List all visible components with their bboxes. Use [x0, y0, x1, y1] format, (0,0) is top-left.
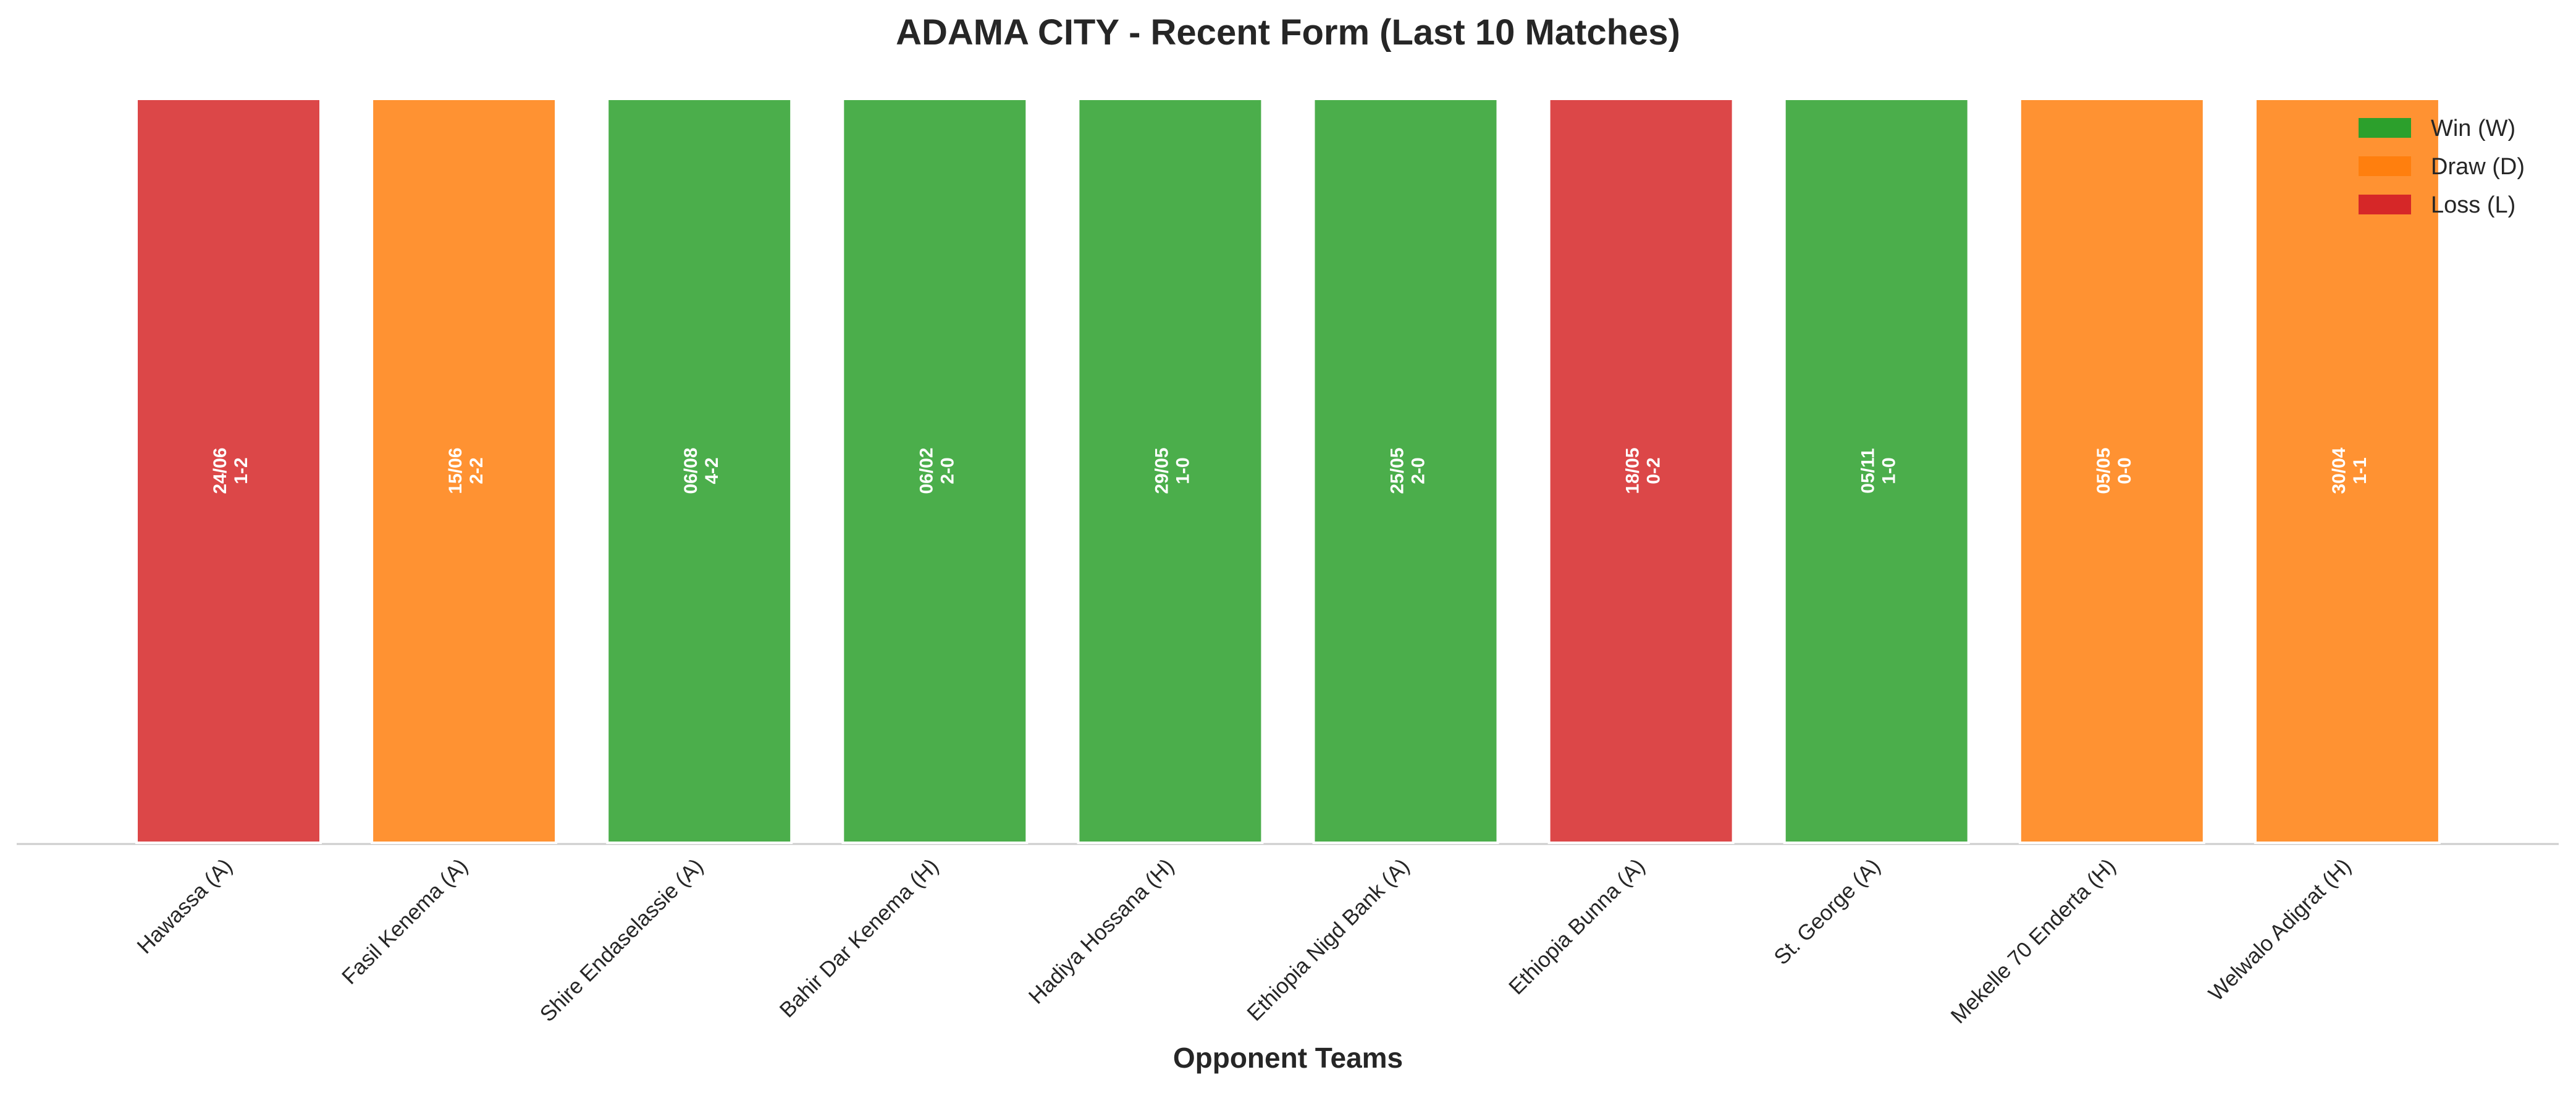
bar — [606, 98, 793, 844]
legend-swatch — [2359, 195, 2411, 214]
bar-label: 06/084-2 — [681, 447, 722, 494]
match-score: 2-0 — [1408, 457, 1429, 484]
bar-label: 25/052-0 — [1387, 447, 1429, 494]
legend-label: Win (W) — [2431, 116, 2515, 141]
match-score: 4-2 — [702, 457, 722, 484]
legend-label: Draw (D) — [2431, 154, 2525, 180]
bar — [2018, 98, 2205, 844]
match-score: 0-2 — [1644, 457, 1664, 484]
bar-label: 06/022-0 — [916, 447, 958, 494]
match-date: 05/11 — [1858, 448, 1879, 493]
bar-label: 18/050-2 — [1623, 447, 1664, 494]
bar — [2254, 98, 2441, 844]
match-score: 1-0 — [1172, 457, 1193, 484]
bar-label: 29/051-0 — [1151, 447, 1193, 494]
match-date: 30/04 — [2329, 447, 2349, 494]
match-score: 0-0 — [2115, 457, 2135, 484]
match-score: 2-2 — [466, 457, 487, 484]
bar-label: 30/041-1 — [2329, 447, 2370, 494]
match-date: 18/05 — [1623, 447, 1643, 494]
bar — [1077, 98, 1264, 844]
match-date: 24/06 — [210, 447, 230, 494]
legend-swatch — [2359, 118, 2411, 138]
bar-label: 24/061-2 — [210, 447, 251, 494]
chart-title: ADAMA CITY - Recent Form (Last 10 Matche… — [896, 12, 1680, 53]
legend-label: Loss (L) — [2431, 192, 2515, 218]
legend-swatch — [2359, 156, 2411, 176]
match-date: 29/05 — [1151, 447, 1172, 494]
bar — [135, 98, 322, 844]
match-score: 1-0 — [1879, 457, 1900, 484]
bar — [1783, 98, 1970, 844]
match-score: 1-1 — [2350, 457, 2370, 484]
bar-label: 15/062-2 — [445, 447, 487, 494]
match-date: 06/08 — [681, 447, 701, 494]
bar-label: 05/111-0 — [1858, 448, 1900, 493]
bar — [1547, 98, 1735, 844]
x-axis-label: Opponent Teams — [1173, 1042, 1403, 1074]
bar — [1312, 98, 1499, 844]
bar-label: 05/050-0 — [2094, 447, 2135, 494]
match-date: 15/06 — [445, 447, 466, 494]
match-date: 05/05 — [2094, 447, 2114, 494]
match-score: 2-0 — [937, 457, 958, 484]
bar — [841, 98, 1029, 844]
match-date: 06/02 — [916, 447, 937, 494]
bar — [371, 98, 558, 844]
match-date: 25/05 — [1387, 447, 1408, 494]
match-score: 1-2 — [231, 457, 251, 484]
